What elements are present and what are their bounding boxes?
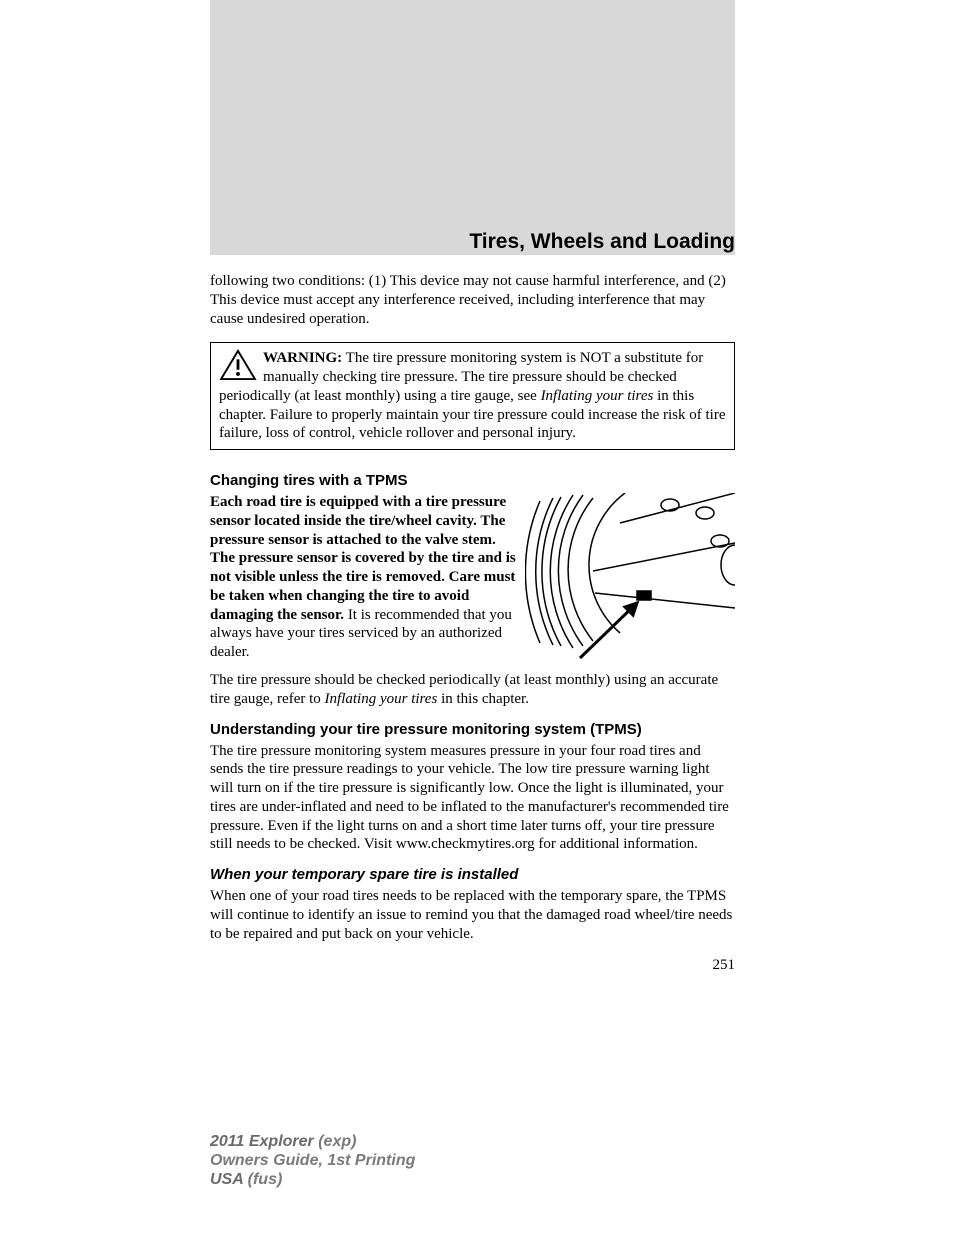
page-content: Tires, Wheels and Loading following two … [210, 230, 735, 974]
footer-model: 2011 Explorer [210, 1133, 314, 1150]
footer-code1: (exp) [314, 1133, 357, 1150]
warning-text: WARNING: The tire pressure monitoring sy… [219, 350, 726, 441]
footer-code2: (fus) [243, 1171, 282, 1188]
warning-label: WARNING: [263, 350, 342, 366]
tpms-section: Each road tire is equipped with a tire p… [210, 493, 735, 663]
footer-line3: USA (fus) [210, 1170, 415, 1189]
section-title: Tires, Wheels and Loading [210, 230, 735, 254]
warning-italic: Inflating your tires [541, 388, 654, 404]
subhead-understanding-tpms: Understanding your tire pressure monitor… [210, 721, 735, 738]
page-number: 251 [210, 957, 735, 974]
warning-box: WARNING: The tire pressure monitoring sy… [210, 342, 735, 450]
header-gray-block [210, 0, 735, 255]
spare-paragraph: When one of your road tires needs to be … [210, 887, 735, 943]
subhead-changing-tires: Changing tires with a TPMS [210, 472, 735, 489]
warning-triangle-icon [219, 349, 257, 381]
subhead-spare-tire: When your temporary spare tire is instal… [210, 866, 735, 883]
tpms-bold: Each road tire is equipped with a tire p… [210, 494, 516, 623]
footer-line1: 2011 Explorer (exp) [210, 1132, 415, 1151]
footer: 2011 Explorer (exp) Owners Guide, 1st Pr… [210, 1132, 415, 1190]
check-b: in this chapter. [437, 691, 529, 707]
check-pressure-paragraph: The tire pressure should be checked peri… [210, 671, 735, 709]
footer-line2: Owners Guide, 1st Printing [210, 1151, 415, 1170]
tire-cutaway-diagram [525, 493, 735, 663]
check-italic: Inflating your tires [325, 691, 438, 707]
footer-region: USA [210, 1171, 243, 1188]
intro-paragraph: following two conditions: (1) This devic… [210, 272, 735, 328]
understanding-paragraph: The tire pressure monitoring system meas… [210, 742, 735, 855]
